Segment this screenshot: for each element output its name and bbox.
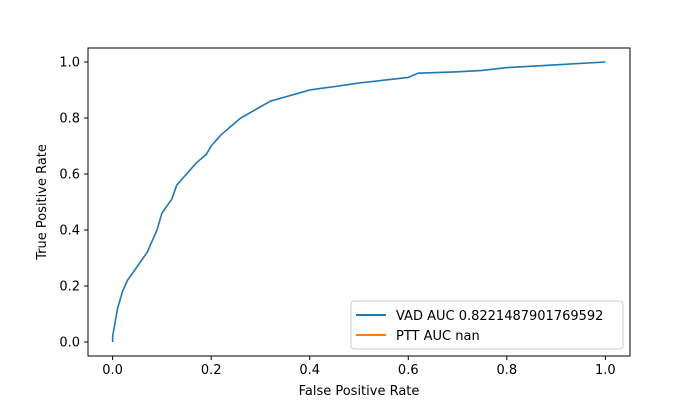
- y-axis-label: True Positive Rate: [35, 144, 50, 261]
- x-axis-label: False Positive Rate: [299, 384, 420, 399]
- y-tick-label: 0.6: [59, 168, 80, 183]
- plot-frame: [87, 47, 631, 357]
- x-tick-label: 1.0: [595, 363, 616, 378]
- y-tick-label: 0.8: [59, 112, 80, 127]
- x-tick-label: 0.6: [398, 363, 419, 378]
- legend-box: [350, 300, 624, 350]
- y-tick-label: 0.2: [59, 280, 80, 295]
- x-tick-label: 0.2: [201, 363, 222, 378]
- y-tick-label: 1.0: [59, 56, 80, 71]
- y-axis-ticks: 0.0 0.2 0.4 0.6 0.8 1.0: [59, 56, 88, 351]
- x-tick-label: 0.4: [299, 363, 320, 378]
- y-tick-label: 0.4: [59, 224, 80, 239]
- legend-label-ptt: PTT AUC nan: [396, 329, 480, 344]
- series-line-0: [111, 61, 606, 342]
- plot-content: [111, 61, 606, 342]
- legend: VAD AUC 0.8221487901769592 PTT AUC nan: [350, 300, 624, 350]
- x-axis-ticks: 0.0 0.2 0.4 0.6 0.8 1.0: [102, 356, 616, 378]
- legend-label-vad: VAD AUC 0.8221487901769592: [396, 309, 603, 324]
- x-tick-label: 0.8: [496, 363, 517, 378]
- y-tick-label: 0.0: [59, 336, 80, 351]
- x-tick-label: 0.0: [102, 363, 123, 378]
